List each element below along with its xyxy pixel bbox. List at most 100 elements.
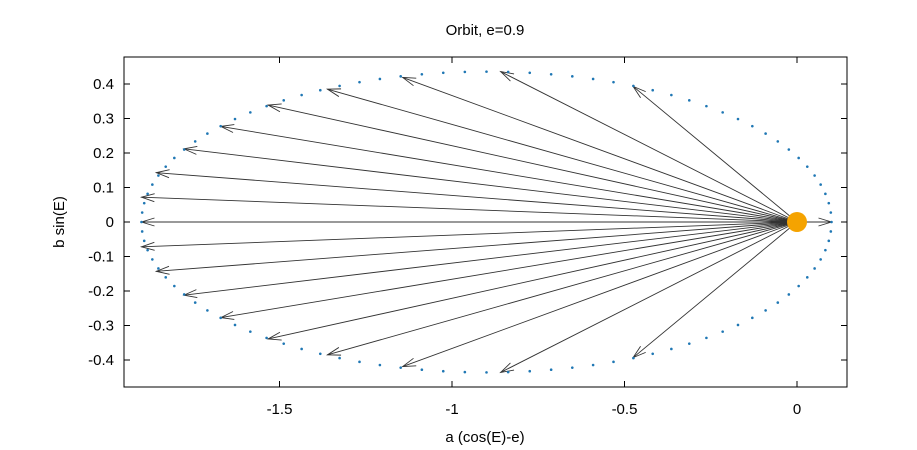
radius-arrow-shaft bbox=[141, 221, 798, 248]
orbit-dot bbox=[140, 211, 144, 214]
orbit-dot bbox=[827, 201, 831, 205]
radius-arrow-shaft bbox=[327, 88, 798, 223]
orbit-dot bbox=[824, 248, 827, 252]
orbit-dot bbox=[632, 356, 635, 360]
y-tick-label: 0.2 bbox=[93, 145, 114, 162]
y-tick-label: -0.4 bbox=[88, 352, 114, 369]
radius-arrow-head bbox=[266, 103, 282, 113]
radius-arrow-shaft bbox=[402, 77, 798, 223]
y-tick-label: 0 bbox=[106, 214, 114, 231]
radius-arrow-shaft bbox=[327, 221, 798, 356]
orbit-dot bbox=[528, 71, 532, 75]
orbit-dot bbox=[829, 230, 833, 233]
radius-arrow bbox=[139, 217, 797, 227]
radius-arrow bbox=[401, 221, 798, 368]
orbit-dot bbox=[764, 132, 767, 135]
radius-arrow-shaft bbox=[500, 221, 798, 373]
orbit-dot bbox=[151, 258, 154, 261]
radius-arrow-shaft bbox=[220, 221, 798, 319]
orbit-dot bbox=[612, 80, 615, 84]
orbit-dot bbox=[420, 72, 424, 76]
radius-arrow bbox=[219, 221, 798, 320]
orbit-dot bbox=[787, 293, 791, 296]
orbit-dot bbox=[776, 140, 780, 143]
radius-arrow-shaft bbox=[268, 221, 798, 340]
orbit-dot bbox=[219, 316, 222, 320]
orbit-dot bbox=[399, 75, 403, 78]
radius-arrow-head bbox=[325, 88, 342, 97]
radius-arrow bbox=[631, 221, 798, 359]
radius-arrow-head bbox=[401, 76, 417, 87]
orbit-dot bbox=[282, 99, 286, 102]
orbit-dot bbox=[441, 369, 445, 373]
radius-arrow-shaft bbox=[141, 196, 798, 223]
orbit-dot bbox=[338, 356, 341, 360]
orbit-dot bbox=[687, 99, 691, 102]
orbit-dot bbox=[549, 72, 553, 76]
orbit-dot bbox=[591, 77, 595, 81]
radius-arrow bbox=[139, 221, 798, 251]
orbit-dot bbox=[632, 84, 635, 88]
orbit-dot bbox=[140, 230, 144, 233]
radius-arrow-head bbox=[139, 241, 155, 251]
orbit-dot bbox=[338, 84, 341, 88]
orbit-dot bbox=[249, 111, 252, 114]
orbit-dot bbox=[441, 71, 445, 75]
orbit-dot bbox=[797, 156, 800, 160]
orbit-dot bbox=[612, 360, 615, 364]
orbit-dot bbox=[687, 342, 691, 345]
orbit-dot bbox=[282, 342, 286, 345]
orbit-dot bbox=[206, 132, 209, 135]
orbit-dot bbox=[146, 248, 149, 252]
orbit-dot bbox=[157, 174, 160, 177]
focus-star bbox=[787, 212, 807, 232]
orbit-dot bbox=[670, 347, 673, 351]
orbit-dot bbox=[265, 104, 268, 108]
orbit-dot bbox=[819, 258, 822, 261]
orbit-dot bbox=[151, 183, 154, 186]
orbit-dot bbox=[813, 174, 816, 177]
radius-arrow bbox=[154, 221, 798, 275]
radius-arrow bbox=[499, 70, 798, 223]
orbit-dot bbox=[827, 239, 831, 243]
orbit-dot bbox=[206, 309, 209, 312]
orbit-dot bbox=[300, 347, 303, 351]
radius-arrow-shaft bbox=[183, 221, 798, 296]
orbit-dot bbox=[157, 267, 160, 270]
radius-arrow-shaft bbox=[500, 71, 798, 223]
orbit-dot bbox=[142, 239, 146, 243]
orbit-dot bbox=[420, 368, 424, 372]
radius-arrow-head bbox=[266, 331, 282, 341]
x-tick-label: -1 bbox=[445, 401, 458, 418]
radius-arrow-shaft bbox=[156, 221, 798, 272]
orbit-dot bbox=[528, 369, 532, 373]
y-tick-label: 0.1 bbox=[93, 180, 114, 197]
orbit-dot bbox=[805, 165, 809, 168]
orbit-dot bbox=[219, 124, 222, 128]
orbit-dot bbox=[570, 366, 574, 369]
radius-arrow-shaft bbox=[156, 172, 798, 223]
radius-arrow-shaft bbox=[632, 86, 798, 223]
orbit-dot bbox=[485, 371, 488, 374]
y-tick-label: -0.2 bbox=[88, 283, 114, 300]
orbit-dot bbox=[485, 70, 488, 73]
radius-arrow-shaft bbox=[402, 221, 798, 367]
orbit-dot bbox=[300, 93, 303, 97]
radius-arrow bbox=[631, 85, 798, 223]
orbit-dot bbox=[173, 156, 176, 160]
orbit-dot bbox=[318, 88, 322, 92]
orbit-dot bbox=[140, 220, 143, 224]
radius-arrow-head bbox=[499, 362, 515, 374]
radius-arrow-head bbox=[325, 347, 342, 356]
orbit-dot bbox=[182, 148, 186, 151]
radius-arrow-head bbox=[401, 357, 417, 368]
orbit-dot bbox=[506, 70, 510, 74]
orbit-dot bbox=[265, 336, 268, 340]
orbit-dot bbox=[142, 201, 146, 205]
orbit-dot bbox=[463, 70, 467, 74]
orbit-dot bbox=[570, 75, 574, 78]
orbit-dot bbox=[378, 363, 382, 367]
orbit-dot bbox=[819, 183, 822, 186]
orbit-dot bbox=[797, 284, 800, 288]
